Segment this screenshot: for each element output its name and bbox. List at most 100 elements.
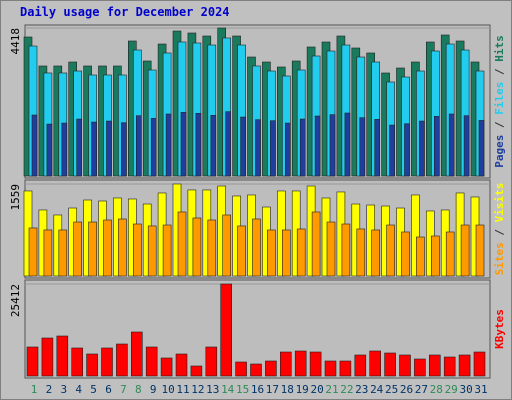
x-tick-label: 18 xyxy=(281,383,294,396)
bar xyxy=(250,363,262,377)
bar xyxy=(374,119,381,177)
bar xyxy=(220,283,232,377)
bar xyxy=(448,113,455,177)
bar xyxy=(329,114,336,177)
bar xyxy=(294,350,307,377)
bar xyxy=(147,225,157,277)
x-tick-label: 23 xyxy=(355,383,368,396)
bar xyxy=(192,217,202,277)
y-tick-label: 4418 xyxy=(9,28,22,55)
x-tick-label: 1 xyxy=(31,383,38,396)
x-tick-label: 21 xyxy=(325,383,338,396)
bar xyxy=(73,221,82,277)
bar xyxy=(177,211,187,277)
bar xyxy=(210,115,217,177)
x-tick-label: 22 xyxy=(340,383,353,396)
bar xyxy=(165,113,172,177)
bar xyxy=(61,122,68,177)
x-tick-label: 14 xyxy=(221,383,235,396)
bar xyxy=(41,337,54,377)
x-tick-label: 17 xyxy=(266,383,279,396)
legend-entry: Hits xyxy=(493,35,506,62)
chart-title: Daily usage for December 2024 xyxy=(20,5,230,19)
x-tick-label: 5 xyxy=(90,383,97,396)
bar xyxy=(71,347,83,377)
bar xyxy=(116,343,128,377)
legend-entry: Pages xyxy=(493,135,506,168)
bar xyxy=(207,219,217,277)
bar xyxy=(58,229,68,277)
bar xyxy=(478,120,485,177)
bar xyxy=(279,351,292,377)
bar xyxy=(76,118,82,177)
bar xyxy=(389,124,395,177)
x-tick-label: 26 xyxy=(400,383,413,396)
bar xyxy=(43,229,53,277)
bar xyxy=(458,354,471,377)
bar xyxy=(411,194,420,277)
x-tick-label: 4 xyxy=(75,383,82,396)
bar xyxy=(195,113,202,177)
legend-separator: / xyxy=(493,115,506,135)
bar xyxy=(222,214,231,277)
bar xyxy=(299,118,306,177)
bar xyxy=(205,346,218,377)
bar xyxy=(133,223,142,277)
x-tick-label: 10 xyxy=(161,383,174,396)
bar xyxy=(401,231,410,277)
bar xyxy=(121,122,127,177)
x-tick-label: 16 xyxy=(251,383,264,396)
x-tick-label: 13 xyxy=(206,383,219,396)
bar xyxy=(252,218,261,277)
bar xyxy=(235,361,247,377)
bar xyxy=(267,229,276,277)
bar xyxy=(91,121,97,177)
x-tick-label: 29 xyxy=(445,383,458,396)
legend-entry: Sites xyxy=(493,242,506,275)
bar xyxy=(309,351,322,377)
x-tick-label: 30 xyxy=(459,383,472,396)
bar xyxy=(473,351,486,377)
bar xyxy=(88,221,97,277)
legend-separator: / xyxy=(493,222,506,242)
x-tick-label: 8 xyxy=(135,383,142,396)
legend-entry: Visits xyxy=(493,183,506,223)
x-tick-label: 9 xyxy=(150,383,157,396)
x-tick-label: 15 xyxy=(236,383,249,396)
legend: Sites / Visits xyxy=(493,183,506,276)
bar xyxy=(369,350,382,377)
bar xyxy=(31,114,38,177)
legend-entry: Files xyxy=(493,82,506,115)
bar xyxy=(463,115,470,177)
bar xyxy=(240,116,246,177)
bar xyxy=(428,354,441,377)
bar xyxy=(296,228,306,277)
bar xyxy=(136,115,142,177)
bar xyxy=(160,357,173,377)
bar xyxy=(445,231,455,277)
bar xyxy=(386,224,395,277)
bar xyxy=(419,120,425,177)
bar xyxy=(359,117,366,177)
bar xyxy=(443,356,456,377)
bar xyxy=(339,360,352,377)
x-tick-label: 12 xyxy=(191,383,204,396)
bar xyxy=(225,111,231,177)
bar xyxy=(314,115,321,177)
legend-entry: KBytes xyxy=(493,309,506,349)
bar xyxy=(131,331,143,377)
x-tick-label: 7 xyxy=(120,383,127,396)
bar xyxy=(265,360,277,377)
bar xyxy=(150,118,157,177)
x-tick-label: 20 xyxy=(310,383,323,396)
bar xyxy=(103,219,112,277)
bar xyxy=(404,123,410,177)
bar xyxy=(255,119,261,177)
x-tick-label: 25 xyxy=(385,383,398,396)
legend: Pages / Files / Hits xyxy=(493,35,506,168)
x-tick-label: 3 xyxy=(60,383,67,396)
x-tick-label: 11 xyxy=(176,383,189,396)
bar xyxy=(101,347,113,377)
